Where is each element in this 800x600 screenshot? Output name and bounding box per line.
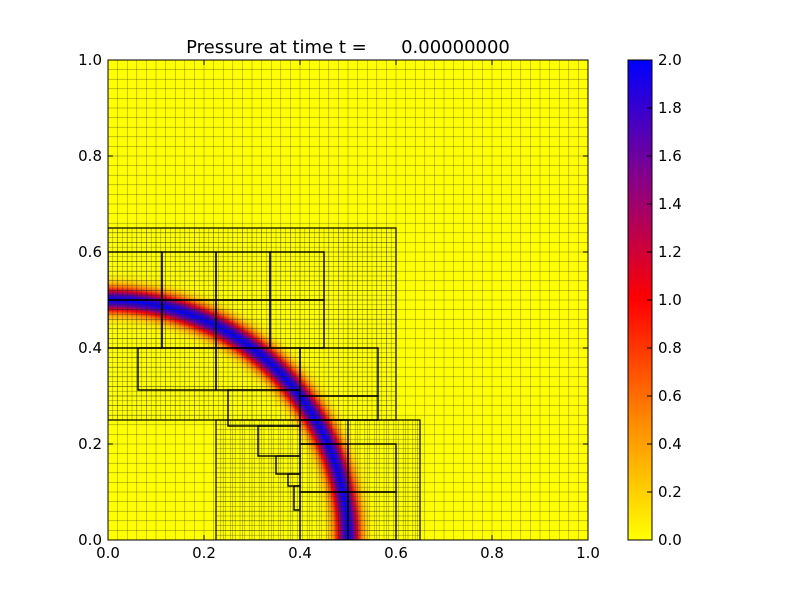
y-tick-label: 0.0 xyxy=(78,531,102,549)
colorbar: 0.0 0.2 0.4 0.6 0.8 1.0 1.2 1.4 1.6 1.8 2.0 xyxy=(627,51,682,549)
y-tick-label: 0.2 xyxy=(78,435,102,453)
y-tick-label: 1.0 xyxy=(78,51,102,69)
plot-frame xyxy=(107,59,589,541)
colorbar-ticks: 0.0 0.2 0.4 0.6 0.8 1.0 1.2 1.4 1.6 1.8 2.0 xyxy=(647,51,682,549)
y-tick-label: 0.6 xyxy=(78,243,102,261)
colorbar-tick-label: 1.6 xyxy=(658,147,682,165)
colorbar-tick-label: 1.8 xyxy=(658,99,682,117)
x-axis: 0.0 0.2 0.4 0.6 0.8 1.0 xyxy=(96,60,600,562)
patch-border-level3-21 xyxy=(347,491,397,540)
y-tick-label: 0.4 xyxy=(78,339,102,357)
colorbar-tick-label: 0.6 xyxy=(658,387,682,405)
x-tick-label: 0.0 xyxy=(96,544,120,562)
amr-patch-borders xyxy=(108,227,421,540)
colorbar-tick-label: 0.8 xyxy=(658,339,682,357)
colorbar-tick-label: 0.4 xyxy=(658,435,682,453)
colorbar-tick-label: 1.0 xyxy=(658,291,682,309)
y-axis: 0.0 0.2 0.4 0.6 0.8 1.0 xyxy=(78,51,588,549)
x-tick-label: 1.0 xyxy=(576,544,600,562)
grid-cells-level2-0 xyxy=(108,228,396,420)
colorbar-tick-label: 2.0 xyxy=(658,51,682,69)
plot-area xyxy=(107,59,589,541)
x-tick-label: 0.2 xyxy=(192,544,216,562)
colorbar-tick-label: 1.4 xyxy=(658,195,682,213)
x-tick-label: 0.4 xyxy=(288,544,312,562)
chart-title: Pressure at time t = 0.00000000 xyxy=(186,37,510,58)
x-tick-label: 0.8 xyxy=(480,544,504,562)
y-tick-label: 0.8 xyxy=(78,147,102,165)
colorbar-tick-label: 0.0 xyxy=(658,531,682,549)
colorbar-tick-label: 0.2 xyxy=(658,483,682,501)
x-tick-label: 0.6 xyxy=(384,544,408,562)
colorbar-tick-label: 1.2 xyxy=(658,243,682,261)
